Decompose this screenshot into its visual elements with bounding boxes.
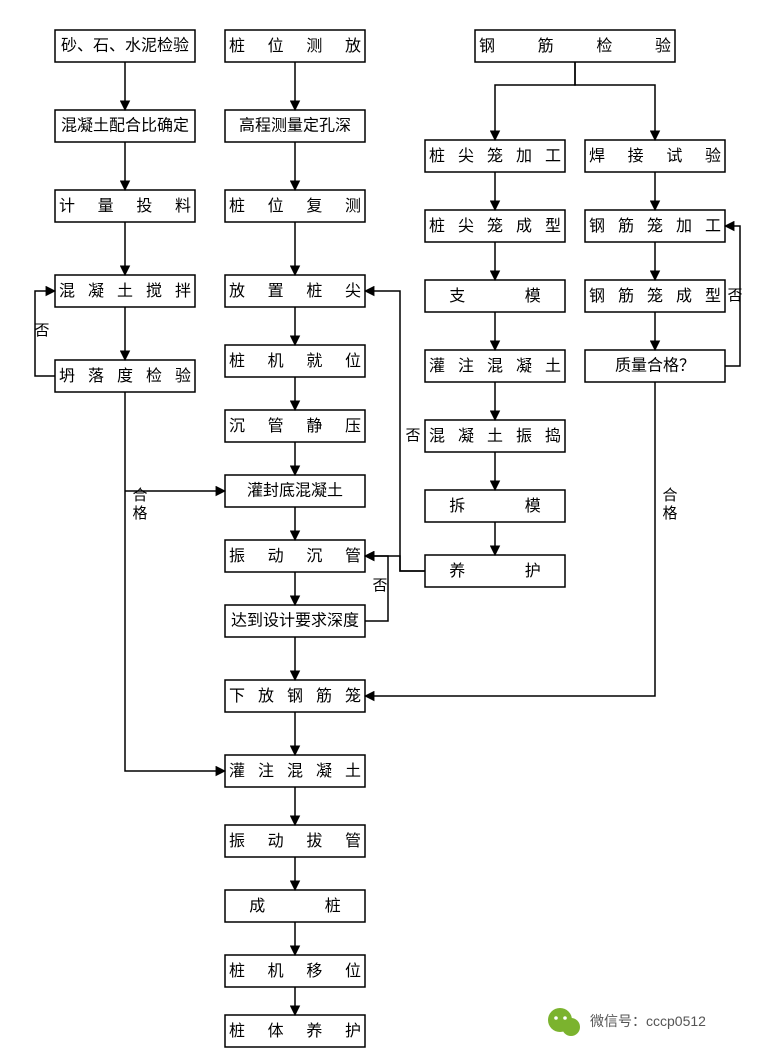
node-b4: 放置桩尖 bbox=[225, 275, 365, 307]
edge-label-a5-b11-0: 合 bbox=[132, 487, 147, 504]
node-b11: 灌注混凝土 bbox=[225, 755, 365, 787]
svg-text:砂、石、水泥检验: 砂、石、水泥检验 bbox=[61, 37, 189, 55]
node-b14: 桩机移位 bbox=[225, 955, 365, 987]
svg-text:混凝土配合比确定: 混凝土配合比确定 bbox=[61, 117, 189, 135]
edge-d0-d1 bbox=[575, 62, 655, 140]
node-c6: 拆模 bbox=[425, 490, 565, 522]
node-b3: 桩位复测 bbox=[225, 190, 365, 222]
node-d0: 钢筋检验 bbox=[475, 30, 675, 62]
node-b10: 下放钢筋笼 bbox=[225, 680, 365, 712]
edge-label-d4-b10-0: 合 bbox=[662, 487, 677, 504]
node-b1: 桩位测放 bbox=[225, 30, 365, 62]
flowchart-canvas: 砂、石、水泥检验混凝土配合比确定计量投料混凝土搅拌坍落度检验 桩位测放高程测量定孔… bbox=[0, 0, 760, 1051]
svg-text:质量合格？: 质量合格？ bbox=[615, 357, 695, 375]
node-b7: 灌封底混凝土 bbox=[225, 475, 365, 507]
node-a4: 混凝土搅拌 bbox=[55, 275, 195, 307]
node-c2: 桩尖笼成型 bbox=[425, 210, 565, 242]
edge-a5-b11 bbox=[125, 392, 225, 771]
edge-label-d4-d2: 否 bbox=[727, 288, 742, 304]
node-d3: 钢筋笼成型 bbox=[585, 280, 725, 312]
node-d1: 焊接试验 bbox=[585, 140, 725, 172]
node-d4: 质量合格？ bbox=[585, 350, 725, 382]
svg-text:高程测量定孔深: 高程测量定孔深 bbox=[239, 117, 351, 135]
node-b15: 桩体养护 bbox=[225, 1015, 365, 1047]
edge-label-d4-b10-1: 格 bbox=[662, 505, 677, 522]
node-c1: 桩尖笼加工 bbox=[425, 140, 565, 172]
edge-label-a5-b11-1: 格 bbox=[132, 505, 147, 522]
node-b9: 达到设计要求深度 bbox=[225, 605, 365, 637]
edge-c7-b8 bbox=[365, 556, 425, 571]
footer-text: 微信号：cccp0512 bbox=[590, 1013, 706, 1029]
node-c3: 支模 bbox=[425, 280, 565, 312]
node-b2: 高程测量定孔深 bbox=[225, 110, 365, 142]
node-c4: 灌注混凝土 bbox=[425, 350, 565, 382]
edge-label-b9-b8: 否 bbox=[372, 578, 387, 594]
node-b12: 振动拔管 bbox=[225, 825, 365, 857]
node-a5: 坍落度检验 bbox=[55, 360, 195, 392]
svg-text:达到设计要求深度: 达到设计要求深度 bbox=[231, 612, 359, 630]
svg-text:灌封底混凝土: 灌封底混凝土 bbox=[247, 482, 343, 500]
node-b6: 沉管静压 bbox=[225, 410, 365, 442]
node-b5: 桩机就位 bbox=[225, 345, 365, 377]
edge-d0-c1 bbox=[495, 62, 575, 140]
edge-label-a5-fail: 否 bbox=[34, 323, 49, 339]
node-b8: 振动沉管 bbox=[225, 540, 365, 572]
edge-label-c7-b4: 否 bbox=[405, 428, 420, 444]
node-d2: 钢筋笼加工 bbox=[585, 210, 725, 242]
node-a3: 计量投料 bbox=[55, 190, 195, 222]
footer-wechat: 微信号：cccp0512 bbox=[548, 1008, 706, 1036]
node-a1: 砂、石、水泥检验 bbox=[55, 30, 195, 62]
node-a2: 混凝土配合比确定 bbox=[55, 110, 195, 142]
node-c5: 混凝土振捣 bbox=[425, 420, 565, 452]
node-b13: 成桩 bbox=[225, 890, 365, 922]
node-c7: 养护 bbox=[425, 555, 565, 587]
